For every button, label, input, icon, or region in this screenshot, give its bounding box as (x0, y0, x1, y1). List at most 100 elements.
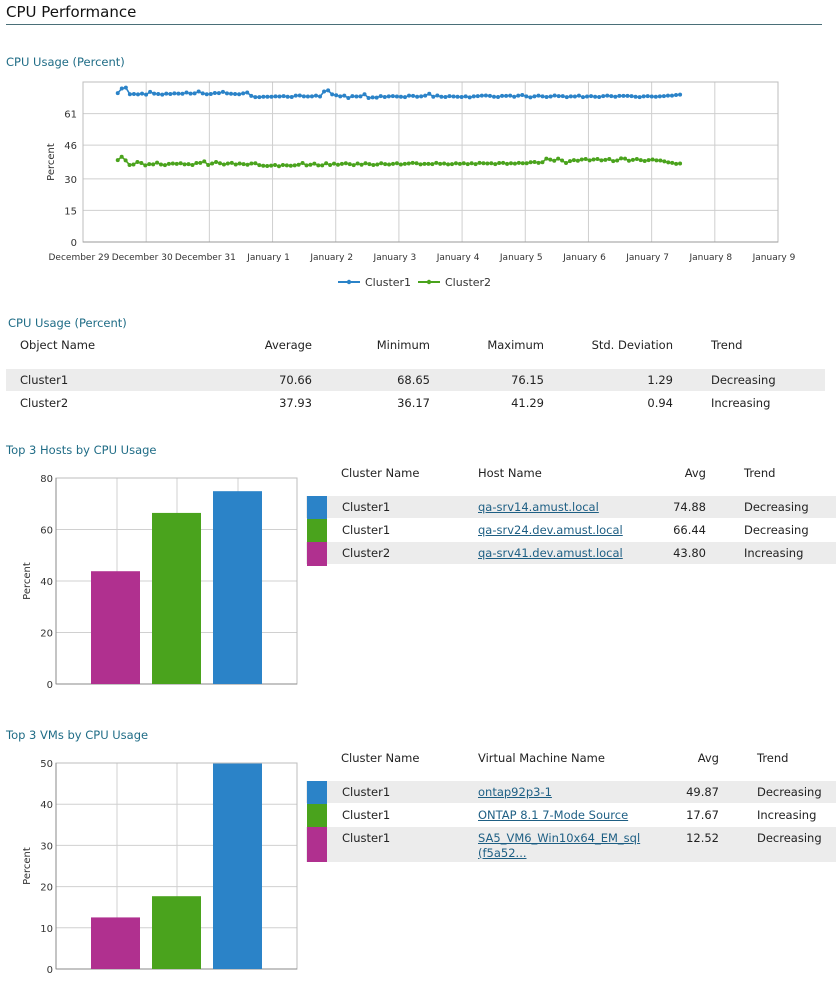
data-point (548, 157, 553, 162)
data-point (347, 162, 352, 167)
data-point (536, 93, 541, 98)
data-point (237, 161, 242, 166)
data-point (587, 158, 592, 163)
data-point (131, 92, 136, 96)
data-point (599, 158, 604, 163)
x-tick-label: January 8 (688, 253, 732, 263)
data-point (334, 93, 339, 98)
cell-avg: 43.80 (673, 546, 706, 560)
cell-avg: 66.44 (673, 523, 706, 537)
data-point (415, 94, 420, 99)
data-point (119, 154, 124, 159)
data-point (595, 157, 600, 162)
color-legend-swatch (307, 827, 327, 862)
data-point (453, 161, 458, 166)
data-point (387, 162, 392, 167)
data-point (346, 96, 351, 100)
data-point (330, 92, 335, 97)
data-point (505, 161, 510, 166)
x-tick-label: January 2 (309, 253, 353, 263)
data-point (139, 161, 144, 166)
data-point (123, 85, 128, 90)
data-point (285, 94, 290, 99)
data-point (277, 94, 282, 99)
col-header-avg: Avg (697, 751, 719, 765)
data-point (512, 94, 517, 99)
data-point (446, 162, 451, 167)
col-header-host-name: Host Name (478, 466, 542, 480)
data-point (431, 94, 436, 99)
hosts-section-title: Top 3 Hosts by CPU Usage (6, 443, 157, 457)
vms-bar-chart: 0 10 20 30 40 50 Percent (22, 759, 298, 976)
page-title: CPU Performance (6, 3, 137, 21)
data-point (465, 162, 470, 167)
col-header-vm-name: Virtual Machine Name (478, 751, 605, 765)
data-point (229, 160, 234, 165)
data-point (370, 95, 375, 100)
vm-link[interactable]: SA5_VM6_Win10x64_EM_sql (f5a52... (478, 831, 640, 861)
cell-trend: Decreasing (744, 500, 809, 514)
data-point (650, 157, 655, 162)
data-point (678, 161, 683, 166)
data-point (351, 163, 356, 168)
data-point (560, 94, 565, 99)
data-point (642, 158, 647, 163)
data-point (123, 158, 128, 163)
vm-link-line1[interactable]: SA5_VM6_Win10x64_EM_sql (478, 831, 641, 845)
col-header-trend: Trend (744, 466, 776, 480)
data-point (172, 91, 177, 96)
data-point (362, 92, 367, 97)
data-point (426, 161, 431, 166)
data-point (115, 158, 120, 163)
data-point (202, 159, 207, 164)
data-point (528, 160, 533, 165)
vm-link[interactable]: ONTAP 8.1 7-Mode Source (478, 808, 629, 822)
y-tick-label: 0 (47, 965, 53, 976)
data-point (512, 161, 517, 166)
table-row: Cluster1 ontap92p3-1 49.87 Decreasing (306, 781, 836, 804)
data-point (289, 94, 294, 99)
host-link[interactable]: qa-srv41.dev.amust.local (478, 546, 623, 560)
data-point (224, 91, 229, 96)
data-point (508, 161, 513, 166)
cell-avg: 49.87 (686, 785, 719, 799)
data-point (394, 161, 399, 166)
data-point (443, 94, 448, 99)
cell-minimum: 36.17 (397, 396, 430, 410)
y-tick-label: 61 (64, 110, 77, 121)
data-point (265, 164, 270, 168)
data-point (358, 94, 363, 99)
data-point (479, 93, 484, 98)
cell-cluster-name: Cluster2 (342, 546, 391, 560)
data-point (269, 94, 274, 99)
data-point (188, 91, 193, 96)
data-point (300, 161, 305, 166)
data-point (419, 94, 424, 99)
data-point (524, 94, 529, 99)
data-point (378, 94, 383, 99)
x-tick-label: January 6 (562, 253, 606, 263)
y-axis-label: Percent (22, 847, 33, 885)
hosts-bar-chart: 0 20 40 60 80 Percent (22, 474, 298, 691)
cell-std-deviation: 0.94 (647, 396, 673, 410)
vm-link-line2[interactable]: (f5a52... (478, 846, 527, 860)
data-point (220, 89, 225, 94)
data-point (591, 157, 596, 162)
data-point (414, 161, 419, 166)
vm-link[interactable]: ontap92p3-1 (478, 785, 552, 799)
data-point (186, 162, 191, 167)
data-point (504, 93, 509, 98)
data-point (265, 94, 270, 99)
table-row: Cluster1 SA5_VM6_Win10x64_EM_sql (f5a52..… (306, 827, 836, 862)
host-link[interactable]: qa-srv24.dev.amust.local (478, 523, 623, 537)
data-point (162, 163, 167, 168)
x-tick-label: December 29 (49, 253, 110, 263)
data-point (257, 95, 262, 100)
data-point (496, 94, 501, 99)
cell-maximum: 41.29 (511, 396, 544, 410)
host-link[interactable]: qa-srv14.amust.local (478, 500, 599, 514)
y-axis-label: Percent (22, 562, 33, 600)
data-point (516, 93, 521, 98)
data-point (607, 157, 612, 162)
data-point (406, 161, 411, 166)
